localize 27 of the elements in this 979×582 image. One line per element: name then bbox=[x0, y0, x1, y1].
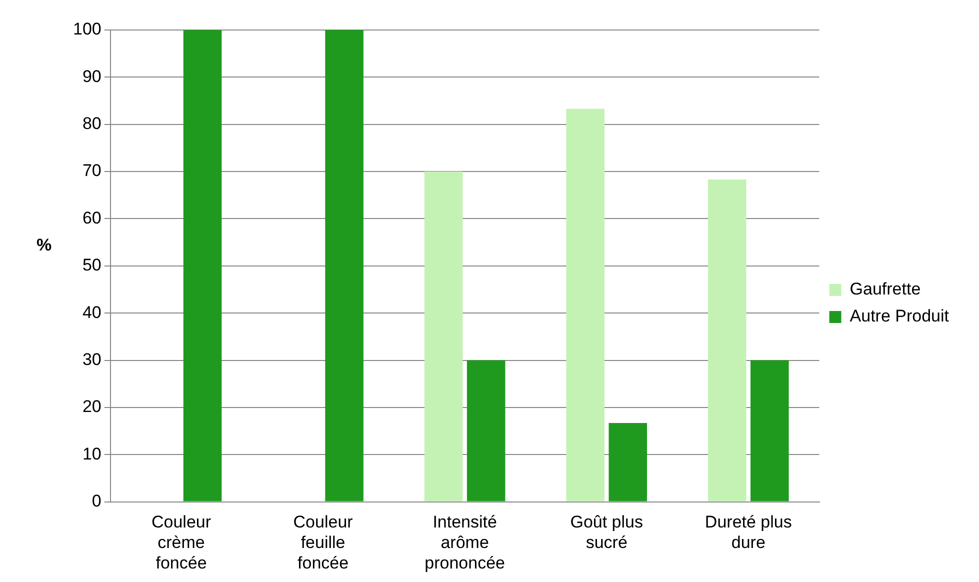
bar bbox=[566, 108, 604, 502]
y-tick-label: 50 bbox=[82, 256, 102, 275]
y-tick-label: 100 bbox=[72, 20, 102, 39]
y-tick-label: 0 bbox=[92, 491, 102, 510]
bar bbox=[708, 180, 746, 502]
y-tick-label: 90 bbox=[82, 66, 102, 86]
y-tick-label: 30 bbox=[82, 350, 102, 369]
bar bbox=[325, 30, 364, 502]
bar bbox=[608, 423, 648, 502]
x-tick-label: Couleur feuille foncée bbox=[293, 512, 354, 572]
legend-label: Autre Produit bbox=[850, 306, 950, 326]
x-tick-label: Intensité arôme prononcée bbox=[424, 512, 505, 572]
x-tick-label: Couleur crème foncée bbox=[151, 512, 212, 572]
y-axis-title: % bbox=[36, 236, 52, 255]
bar bbox=[750, 360, 789, 502]
x-tick-label: Dureté plus dure bbox=[704, 512, 792, 552]
legend-label: Gaufrette bbox=[850, 280, 921, 299]
y-tick-label: 10 bbox=[82, 444, 102, 464]
bar bbox=[183, 30, 222, 502]
x-tick-label: Goût plus sucré bbox=[570, 512, 643, 552]
y-tick-label: 40 bbox=[82, 302, 102, 322]
y-tick-label: 20 bbox=[82, 397, 102, 416]
bar bbox=[424, 172, 463, 502]
y-tick-label: 70 bbox=[82, 161, 102, 180]
y-tick-label: 80 bbox=[82, 114, 102, 134]
bar bbox=[466, 360, 506, 502]
y-tick-label: 60 bbox=[82, 208, 102, 228]
